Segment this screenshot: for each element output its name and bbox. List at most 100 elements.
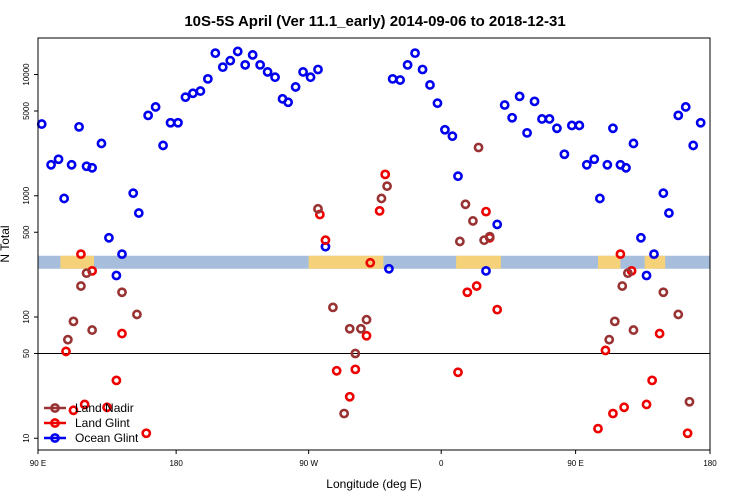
ocean-glint-point (628, 138, 639, 149)
ocean-glint-point (499, 100, 510, 110)
ocean-glint-point (53, 154, 64, 165)
land-nadir-point (87, 325, 98, 335)
ocean-glint-point (447, 131, 458, 142)
x-tick-label: 0 (439, 459, 444, 468)
land-nadir-point (604, 334, 615, 345)
ocean-glint-point (180, 92, 191, 103)
land-glint-point (682, 428, 693, 439)
land-glint-point (350, 364, 361, 375)
land-nadir-point (313, 203, 323, 214)
legend-marker-ocean-glint (50, 433, 60, 443)
ocean-glint-point (649, 249, 659, 260)
land-nadir-point (622, 268, 633, 279)
land-nadir-point (658, 287, 669, 298)
land-nadir-point (684, 396, 695, 407)
land-glint-point (76, 249, 86, 260)
ocean-glint-point (217, 62, 228, 73)
ocean-glint-point (636, 232, 646, 243)
ocean-glint-point (440, 124, 450, 135)
land-glint-point (654, 328, 665, 339)
data-points (36, 46, 706, 439)
y-tick-label: 1000 (22, 186, 31, 204)
y-tick-label: 100 (22, 310, 31, 324)
ocean-glint-point (529, 96, 540, 107)
ocean-glint-point (96, 138, 107, 149)
land-segment (456, 255, 501, 269)
y-tick-label: 5000 (22, 102, 31, 120)
land-glint-point (365, 257, 376, 268)
ocean-glint-point (173, 117, 183, 128)
land-segment (60, 255, 94, 269)
ocean-glint-point (695, 117, 706, 128)
land-nadir-point (350, 348, 361, 359)
land-nadir-point (339, 408, 350, 419)
y-axis: 10 50 100 500 1000 5000 10000 (22, 63, 38, 443)
ocean-glint-point (133, 208, 144, 218)
land-nadir-point (62, 334, 73, 345)
land-nadir-point (68, 316, 79, 327)
ocean-glint-point (402, 59, 413, 70)
land-glint-point (593, 423, 603, 434)
y-tick-label: 500 (22, 225, 31, 239)
ocean-glint-point (544, 114, 555, 124)
ocean-glint-point (410, 48, 420, 59)
x-tick-label: 90 E (567, 459, 583, 468)
ocean-glint-point (74, 121, 84, 132)
ocean-glint-point (559, 149, 570, 160)
ocean-glint-point (210, 48, 221, 59)
y-axis-label: N Total (0, 225, 12, 262)
y-tick-label: 10000 (22, 63, 31, 86)
x-tick-label: 90 W (299, 459, 318, 468)
ocean-glint-point (658, 188, 669, 199)
land-glint-point (380, 169, 391, 180)
land-glint-point (320, 235, 331, 246)
ocean-glint-point (387, 73, 398, 84)
ocean-glint-point (492, 219, 503, 230)
ocean-glint-point (417, 64, 428, 75)
ocean-glint-point (165, 117, 176, 128)
legend-marker-land-glint (50, 418, 60, 428)
ocean-glint-point (481, 265, 491, 276)
land-nadir-point (81, 268, 92, 279)
x-tick-label: 180 (169, 459, 183, 468)
ocean-glint-point (283, 97, 294, 108)
legend-marker-land-nadir (50, 403, 60, 413)
ocean-glint-point (514, 91, 525, 102)
land-nadir-point (609, 316, 620, 327)
land-nadir-point (673, 309, 684, 320)
land-glint-point (453, 367, 463, 378)
ocean-glint-point (432, 98, 443, 109)
land-glint-point (374, 205, 385, 216)
land-segment (644, 255, 666, 269)
ocean-glint-point (150, 102, 161, 112)
land-glint-point (492, 304, 503, 315)
ocean-glint-point (66, 159, 77, 170)
ocean-glint-point (664, 208, 674, 218)
land-nadir-point (382, 181, 392, 192)
land-glint-point (344, 391, 355, 402)
land-glint-point (600, 345, 611, 356)
land-nadir-point (628, 325, 639, 335)
land-glint-point (471, 281, 482, 291)
ocean-glint-point (581, 159, 592, 170)
ocean-glint-point (232, 46, 243, 57)
ocean-glint-point (128, 188, 139, 199)
ocean-glint-point (188, 88, 198, 99)
ocean-glint-point (255, 59, 266, 70)
land-nadir-point (468, 216, 478, 226)
land-nadir-point (617, 281, 628, 291)
ocean-glint-point (111, 270, 122, 281)
ocean-glint-point (143, 110, 154, 121)
ocean-glint-point (395, 75, 406, 85)
ocean-glint-point (195, 86, 206, 96)
y-tick-label: 10 (22, 433, 31, 442)
land-glint-point (619, 402, 630, 413)
ocean-glint-point (298, 67, 308, 77)
legend-label-ocean-glint: Ocean Glint (75, 431, 139, 445)
land-nadir-point (361, 314, 372, 325)
land-glint-point (608, 408, 618, 419)
land-glint-point (641, 399, 652, 410)
ocean-glint-point (425, 80, 435, 90)
ocean-glint-point (59, 193, 70, 204)
